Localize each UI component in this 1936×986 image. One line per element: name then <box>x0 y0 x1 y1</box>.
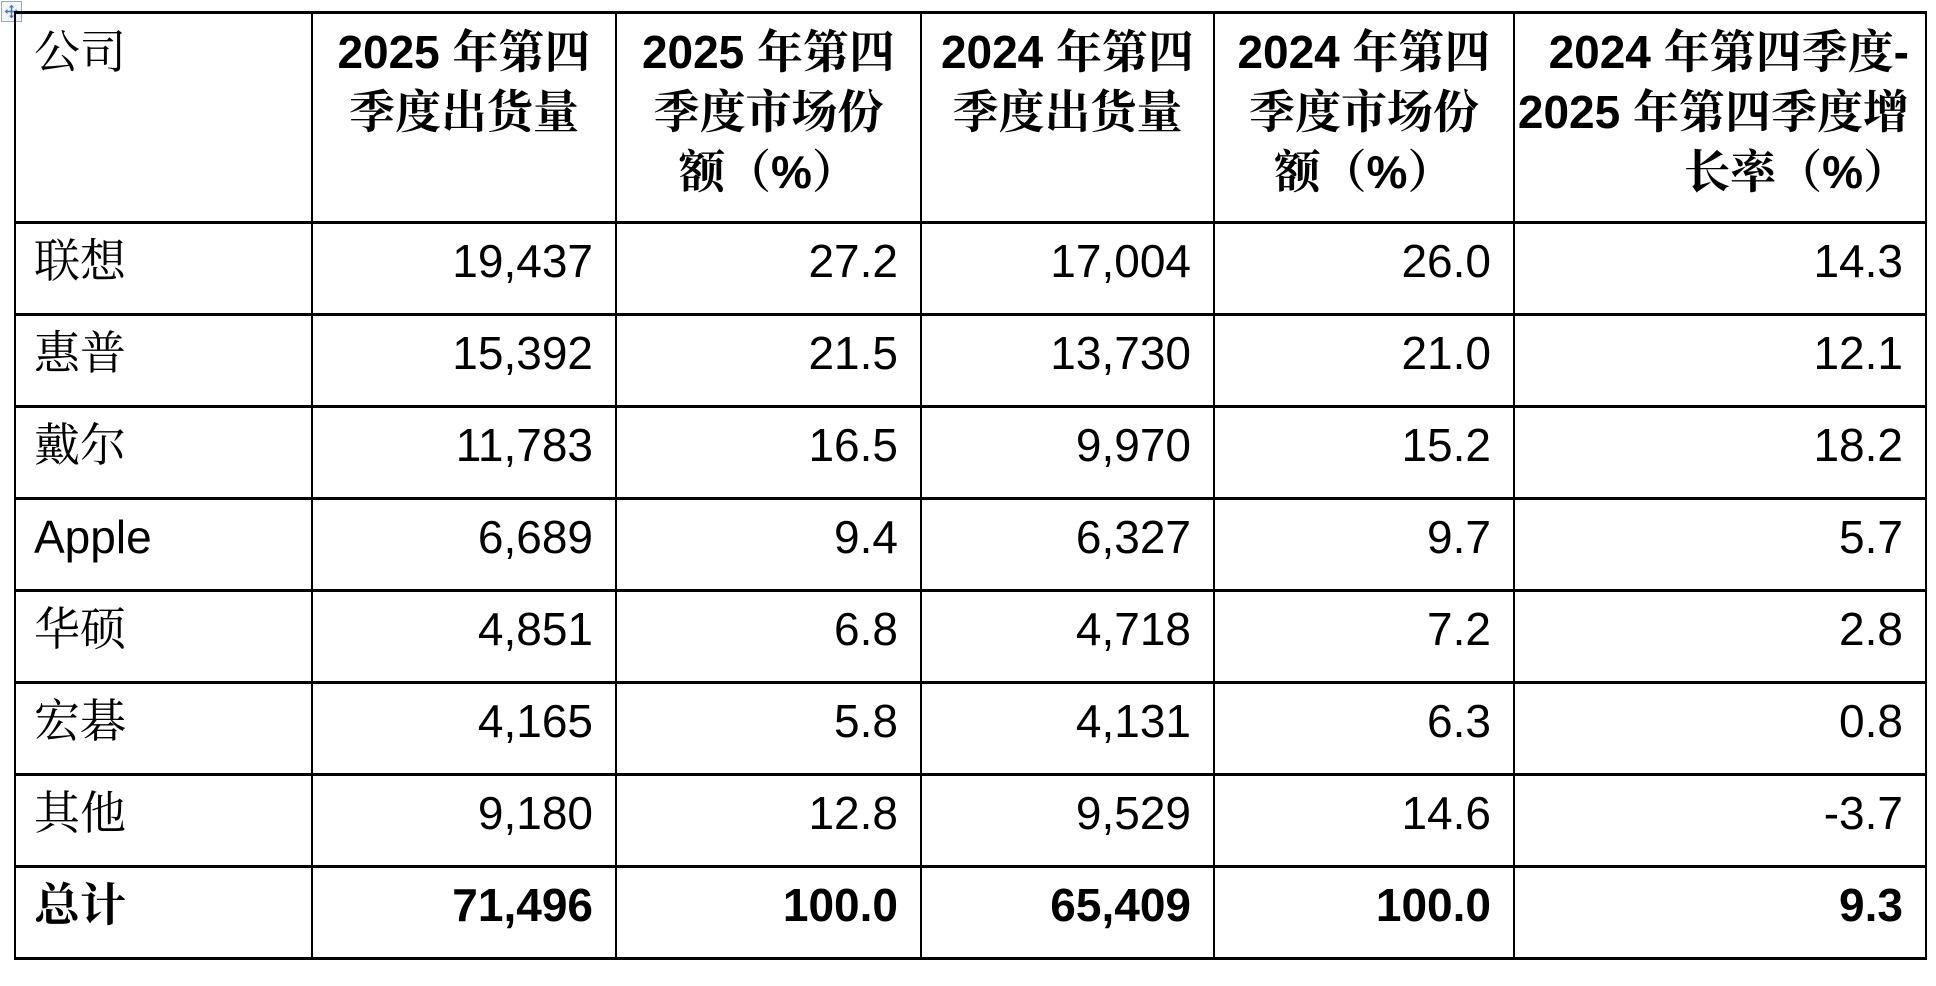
cell-q4-2025-units[interactable]: 19,437 <box>311 221 617 316</box>
cell-q4-2025-share[interactable]: 16.5 <box>615 405 922 500</box>
cell-q4-2024-units[interactable]: 13,730 <box>920 313 1215 408</box>
cell-q4-2024-share[interactable]: 21.0 <box>1213 313 1515 408</box>
table-row: 联想 19,437 27.2 17,004 26.0 14.3 <box>14 221 1927 316</box>
cell-company[interactable]: 惠普 <box>14 313 313 408</box>
cell-q4-2025-units-total[interactable]: 71,496 <box>311 865 617 960</box>
cell-q4-2025-share[interactable]: 12.8 <box>615 773 922 868</box>
cell-q4-2025-units[interactable]: 11,783 <box>311 405 617 500</box>
cell-q4-2025-share[interactable]: 21.5 <box>615 313 922 408</box>
cell-q4-2025-units[interactable]: 6,689 <box>311 497 617 592</box>
cell-q4-2024-units[interactable]: 6,327 <box>920 497 1215 592</box>
cell-growth[interactable]: 12.1 <box>1513 313 1927 408</box>
cell-company[interactable]: 戴尔 <box>14 405 313 500</box>
cell-q4-2025-share[interactable]: 9.4 <box>615 497 922 592</box>
col-header-q4-2024-units[interactable]: 2024 年第四 季度出货量 <box>920 11 1215 224</box>
cell-company[interactable]: 宏碁 <box>14 681 313 776</box>
cell-q4-2025-share[interactable]: 27.2 <box>615 221 922 316</box>
col-header-company[interactable]: 公司 <box>14 11 313 224</box>
cell-q4-2024-units-total[interactable]: 65,409 <box>920 865 1215 960</box>
cell-growth[interactable]: 14.3 <box>1513 221 1927 316</box>
cell-q4-2024-units[interactable]: 9,970 <box>920 405 1215 500</box>
cell-q4-2024-units[interactable]: 4,131 <box>920 681 1215 776</box>
cell-growth[interactable]: 0.8 <box>1513 681 1927 776</box>
cell-growth[interactable]: 2.8 <box>1513 589 1927 684</box>
cell-q4-2024-share[interactable]: 15.2 <box>1213 405 1515 500</box>
cell-company[interactable]: 华硕 <box>14 589 313 684</box>
cell-q4-2025-share[interactable]: 5.8 <box>615 681 922 776</box>
cell-q4-2024-units[interactable]: 17,004 <box>920 221 1215 316</box>
cell-q4-2024-units[interactable]: 4,718 <box>920 589 1215 684</box>
cell-q4-2024-share[interactable]: 26.0 <box>1213 221 1515 316</box>
cell-growth-total[interactable]: 9.3 <box>1513 865 1927 960</box>
table-total-row: 总计 71,496 100.0 65,409 100.0 9.3 <box>14 865 1927 960</box>
cell-q4-2025-share-total[interactable]: 100.0 <box>615 865 922 960</box>
table-row: 华硕 4,851 6.8 4,718 7.2 2.8 <box>14 589 1927 684</box>
cell-growth[interactable]: -3.7 <box>1513 773 1927 868</box>
cell-q4-2024-share[interactable]: 14.6 <box>1213 773 1515 868</box>
col-header-growth[interactable]: 2024 年第四季度- 2025 年第四季度增 长率（%） <box>1513 11 1927 224</box>
table-row: 宏碁 4,165 5.8 4,131 6.3 0.8 <box>14 681 1927 776</box>
cell-q4-2024-share[interactable]: 6.3 <box>1213 681 1515 776</box>
pc-shipment-table: 公司 2025 年第四 季度出货量 2025 年第四 季度市场份 额（%） 20… <box>14 11 1927 960</box>
cell-q4-2024-units[interactable]: 9,529 <box>920 773 1215 868</box>
cell-company[interactable]: 其他 <box>14 773 313 868</box>
cell-q4-2024-share[interactable]: 7.2 <box>1213 589 1515 684</box>
table-row: 惠普 15,392 21.5 13,730 21.0 12.1 <box>14 313 1927 408</box>
table-row: 其他 9,180 12.8 9,529 14.6 -3.7 <box>14 773 1927 868</box>
cell-growth[interactable]: 18.2 <box>1513 405 1927 500</box>
col-header-q4-2025-units[interactable]: 2025 年第四 季度出货量 <box>311 11 617 224</box>
col-header-q4-2024-share[interactable]: 2024 年第四 季度市场份 额（%） <box>1213 11 1515 224</box>
cell-q4-2024-share-total[interactable]: 100.0 <box>1213 865 1515 960</box>
cell-q4-2024-share[interactable]: 9.7 <box>1213 497 1515 592</box>
cell-q4-2025-units[interactable]: 9,180 <box>311 773 617 868</box>
col-header-q4-2025-share[interactable]: 2025 年第四 季度市场份 额（%） <box>615 11 922 224</box>
cell-q4-2025-units[interactable]: 4,165 <box>311 681 617 776</box>
cell-growth[interactable]: 5.7 <box>1513 497 1927 592</box>
cell-q4-2025-share[interactable]: 6.8 <box>615 589 922 684</box>
cell-q4-2025-units[interactable]: 4,851 <box>311 589 617 684</box>
cell-company[interactable]: Apple <box>14 497 313 592</box>
cell-q4-2025-units[interactable]: 15,392 <box>311 313 617 408</box>
table-row: Apple 6,689 9.4 6,327 9.7 5.7 <box>14 497 1927 592</box>
table-row: 戴尔 11,783 16.5 9,970 15.2 18.2 <box>14 405 1927 500</box>
cell-company[interactable]: 联想 <box>14 221 313 316</box>
header-row: 公司 2025 年第四 季度出货量 2025 年第四 季度市场份 额（%） 20… <box>14 11 1927 224</box>
four-way-move-arrow-icon <box>4 4 19 19</box>
cell-company-total[interactable]: 总计 <box>14 865 313 960</box>
